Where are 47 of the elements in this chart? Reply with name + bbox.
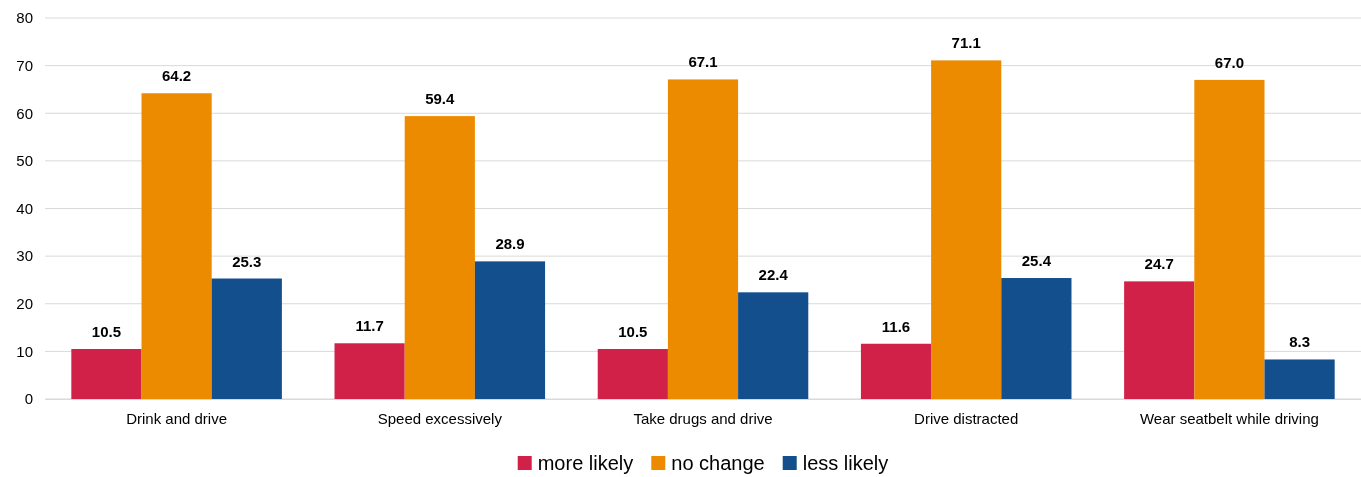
text: 59.4 — [425, 90, 455, 108]
bar — [71, 348, 142, 399]
legend-label: less likely — [802, 452, 889, 474]
y-tick-label: 70 — [16, 56, 33, 74]
y-tick-label: 40 — [16, 199, 33, 217]
legend-label: more likely — [537, 452, 634, 474]
text: 24.7 — [1144, 255, 1174, 273]
y-tick-label: 80 — [16, 9, 33, 27]
bar — [860, 343, 932, 399]
y-tick-label: 0 — [24, 390, 33, 408]
bar — [738, 292, 809, 399]
x-tick-label: Speed excessively — [377, 409, 503, 427]
bar — [1124, 281, 1195, 399]
text: 10.5 — [91, 322, 122, 340]
bar — [474, 261, 546, 399]
bar — [931, 60, 1002, 399]
text: 22.4 — [758, 266, 788, 284]
bar — [667, 79, 739, 399]
legend-label: no change — [671, 452, 765, 474]
text: 11.6 — [881, 317, 911, 335]
y-tick-label: 50 — [16, 152, 33, 170]
x-tick-label: Take drugs and drive — [633, 409, 773, 427]
text: 11.7 — [355, 317, 384, 335]
text: 28.9 — [495, 235, 525, 253]
y-tick-label: 60 — [16, 104, 33, 122]
x-tick-label: Drink and drive — [126, 409, 228, 427]
text: 71.1 — [951, 34, 981, 52]
text: 67.0 — [1214, 53, 1244, 71]
text: 25.4 — [1021, 252, 1051, 270]
text: 25.3 — [232, 252, 262, 270]
y-tick-label: 20 — [16, 295, 33, 313]
text: 10.5 — [618, 322, 648, 340]
x-tick-label: Drive distracted — [914, 409, 1019, 427]
text: 64.2 — [162, 67, 192, 85]
bar — [1264, 359, 1335, 399]
bar — [597, 348, 668, 399]
bar — [334, 343, 405, 399]
bar — [1194, 79, 1265, 399]
bar — [404, 116, 475, 399]
text: 8.3 — [1289, 333, 1311, 351]
bar — [141, 93, 212, 399]
y-tick-label: 30 — [16, 247, 33, 265]
bar — [211, 278, 282, 399]
y-tick-label: 10 — [16, 342, 33, 360]
bar — [1001, 278, 1072, 399]
x-tick-label: Wear seatbelt while driving — [1139, 409, 1319, 427]
text: 67.1 — [688, 53, 718, 71]
